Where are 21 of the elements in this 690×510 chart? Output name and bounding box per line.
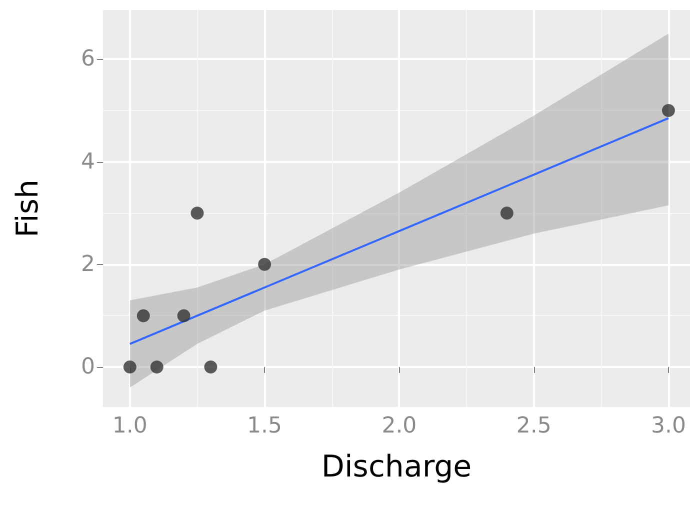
point <box>204 360 218 374</box>
point <box>258 258 272 271</box>
y-tick-label: 4 <box>81 149 95 174</box>
y-tick-label: 2 <box>81 252 95 277</box>
point <box>136 309 150 322</box>
x-tick-label: 2.0 <box>382 414 417 438</box>
y-axis-title: Fish <box>10 179 46 238</box>
point <box>662 104 675 118</box>
point <box>500 206 514 220</box>
y-tick-label: 0 <box>81 354 95 380</box>
y-tick-label: 6 <box>81 46 95 72</box>
point <box>177 309 190 322</box>
point <box>190 206 204 220</box>
x-tick-label: 1.5 <box>247 414 282 438</box>
point <box>123 360 136 374</box>
x-tick-label: 3.0 <box>650 414 686 438</box>
line-series <box>128 117 670 345</box>
point <box>150 360 164 374</box>
x-tick-label: 1.0 <box>112 414 148 438</box>
x-tick-label: 2.5 <box>516 414 552 438</box>
x-axis-title: Discharge <box>321 450 472 484</box>
